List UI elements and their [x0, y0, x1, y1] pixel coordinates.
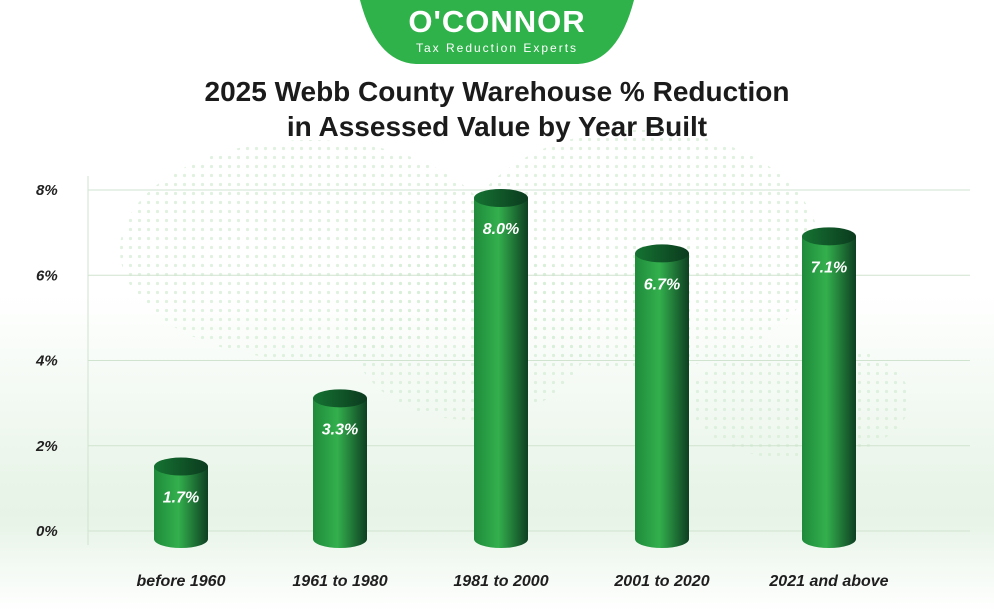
y-tick-label: 6% [36, 267, 58, 284]
x-category-label: 2001 to 2020 [613, 573, 709, 590]
bar-value-label: 7.1% [811, 259, 847, 276]
bar-top-cap [635, 244, 689, 263]
map-dot-region-4 [690, 340, 910, 460]
x-category-label: 1981 to 2000 [453, 573, 548, 590]
bar-top-cap [154, 457, 208, 476]
bar-value-label: 8.0% [483, 221, 519, 238]
bar-body [635, 253, 689, 548]
bar-body [802, 236, 856, 549]
bar-5: 7.1% [802, 227, 856, 549]
x-axis: before 1960 1961 to 1980 1981 to 2000 2001 … [137, 573, 889, 590]
chart-bars: 1.7% 3.3% 8.0% 6.7% 7.1% [154, 189, 856, 549]
bar-1: 1.7% [154, 457, 208, 548]
y-tick-label: 4% [35, 353, 58, 370]
y-tick-label: 2% [35, 438, 58, 455]
bar-body [154, 466, 208, 548]
x-category-label: before 1960 [137, 573, 226, 590]
bar-top-cap [313, 389, 367, 408]
bar-body [313, 398, 367, 548]
bar-3: 8.0% [474, 189, 528, 548]
bar-top-cap [474, 189, 528, 207]
bar-2: 3.3% [313, 389, 367, 548]
bar-body [474, 198, 528, 548]
x-category-label: 2021 and above [768, 573, 888, 590]
bar-value-label: 6.7% [644, 276, 680, 293]
bar-value-label: 1.7% [163, 490, 199, 507]
brand-name: O'CONNOR [408, 4, 586, 39]
bar-value-label: 3.3% [322, 421, 358, 438]
brand-logo: O'CONNOR Tax Reduction Experts [0, 0, 994, 70]
y-tick-label: 0% [36, 523, 58, 540]
chart-title-line-1: 2025 Webb County Warehouse % Reduction [204, 76, 790, 107]
y-axis: 0% 2% 4% 6% 8% [35, 182, 58, 540]
x-category-label: 1961 to 1980 [292, 573, 387, 590]
brand-tagline: Tax Reduction Experts [415, 41, 579, 55]
bar-top-cap [802, 227, 856, 246]
y-tick-label: 8% [36, 182, 58, 199]
logo-badge-shape [360, 0, 634, 64]
bar-4: 6.7% [635, 244, 689, 548]
